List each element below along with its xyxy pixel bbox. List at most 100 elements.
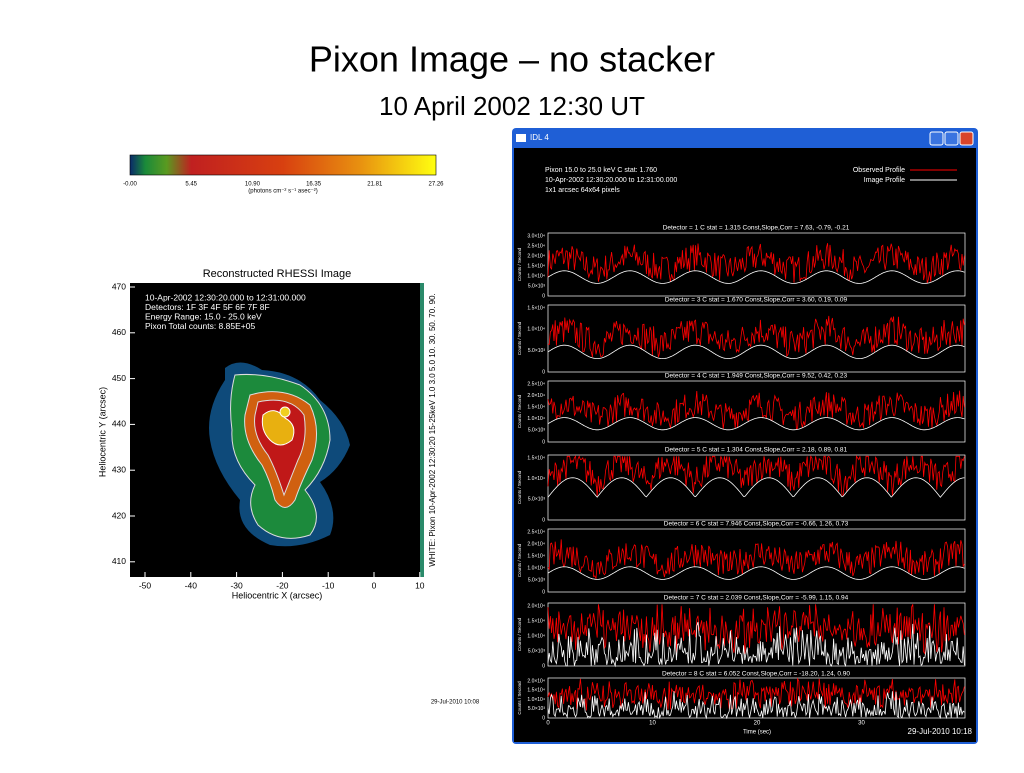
legend-label: Observed Profile [853, 167, 905, 174]
panel-frame [547, 602, 966, 667]
observed-profile [547, 390, 965, 431]
x-tick-label: -40 [185, 580, 198, 590]
idl-x-tick-label: 30 [858, 721, 865, 727]
y-tick-label: 420 [112, 510, 126, 520]
panel-y-tick-label: 1.0×10⁴ [527, 697, 545, 703]
image-info-line: Detectors: 1F 3F 4F 5F 6F 7F 8F [145, 302, 270, 312]
panel-label: Detector = 6 C stat = 7.946 Const,Slope,… [664, 521, 849, 528]
idl-x-tick-label: 20 [754, 721, 761, 727]
colorbar-tick-label: 10.90 [245, 182, 261, 188]
panel-y-tick-label: 0 [542, 715, 545, 721]
image-info-line: Energy Range: 15.0 - 25.0 keV [145, 311, 262, 321]
x-tick-label: 10 [415, 580, 425, 590]
panel-y-tick-label: 1.5×10⁴ [527, 405, 545, 411]
panel-label: Detector = 7 C stat = 2.039 Const,Slope,… [664, 595, 849, 602]
panel-y-label: Counts / Second [517, 247, 522, 281]
panel-frame [547, 232, 966, 297]
panel-y-tick-label: 2.5×10⁴ [527, 529, 545, 535]
y-tick-label: 410 [112, 556, 126, 566]
panel-y-tick-label: 5.0×10³ [528, 428, 545, 434]
maximize-button[interactable] [944, 131, 959, 146]
panel-label: Detector = 1 C stat = 1.315 Const,Slope,… [663, 225, 850, 232]
legend-label: Image Profile [864, 177, 905, 184]
window-title: IDL 4 [530, 133, 549, 142]
close-button[interactable] [959, 131, 974, 146]
panel-y-label: Counts / Second [517, 321, 522, 355]
panel-y-tick-label: 1.5×10⁴ [527, 455, 545, 461]
x-tick-label: -10 [322, 580, 335, 590]
panel-y-tick-label: 1.5×10⁴ [527, 263, 545, 269]
colorbar-tick-label: 5.45 [185, 182, 197, 188]
panel-y-tick-label: 5.0×10³ [528, 648, 545, 654]
panel-frame [547, 304, 966, 373]
image-profile [547, 566, 965, 580]
minimize-button[interactable] [929, 131, 944, 146]
y-tick-label: 460 [112, 327, 126, 337]
image-profile [547, 691, 965, 720]
panel-y-tick-label: 1.0×10⁴ [527, 633, 545, 639]
panel-y-tick-label: 1.5×10⁴ [527, 553, 545, 559]
panel-y-tick-label: 1.5×10⁴ [527, 688, 545, 694]
panel-y-tick-label: 0 [542, 663, 545, 669]
idl-x-tick-label: 10 [649, 721, 656, 727]
image-profile [547, 270, 965, 284]
panel-y-label: Counts / Second [517, 543, 522, 577]
image-side-strip [420, 283, 424, 577]
x-tick-label: 0 [372, 580, 377, 590]
panel-y-label: Counts / Second [517, 394, 522, 428]
panel-y-tick-label: 5.0×10³ [528, 283, 545, 289]
panel-y-label: Counts / Second [517, 681, 522, 715]
y-tick-label: 450 [112, 373, 126, 383]
panel-y-tick-label: 2.5×10⁴ [527, 243, 545, 249]
panel-y-tick-label: 5.0×10³ [528, 577, 545, 583]
colorbar-tick-label: 16.35 [306, 182, 322, 188]
image-profile [547, 417, 965, 431]
colorbar-tick-label: 21.81 [367, 182, 383, 188]
y-tick-label: 440 [112, 419, 126, 429]
idl-header-line: Pixon 15.0 to 25.0 keV C stat: 1.760 [545, 167, 657, 174]
idl-header-line: 10-Apr-2002 12:30:20.000 to 12:31:00.000 [545, 177, 677, 184]
panel-y-tick-label: 2.0×10⁴ [527, 393, 545, 399]
observed-profile [547, 677, 965, 711]
panel-y-tick-label: 2.0×10⁴ [527, 603, 545, 609]
panel-y-tick-label: 0 [542, 293, 545, 299]
y-tick-label: 430 [112, 464, 126, 474]
panel-y-tick-label: 0 [542, 439, 545, 445]
image-profile [547, 477, 965, 498]
x-tick-label: -30 [230, 580, 243, 590]
panel-y-tick-label: 1.0×10⁴ [527, 565, 545, 571]
panel-y-tick-label: 1.0×10⁴ [527, 476, 545, 482]
idl-header-line: 1x1 arcsec 64x64 pixels [545, 187, 620, 194]
panel-y-tick-label: 3.0×10⁴ [527, 233, 545, 239]
panel-label: Detector = 3 C stat = 1.670 Const,Slope,… [665, 297, 848, 304]
panel-y-label: Counts / Second [517, 617, 522, 651]
slide-title: Pixon Image – no stacker [309, 39, 715, 80]
y-axis-label: Heliocentric Y (arcsec) [97, 387, 107, 477]
image-profile [547, 621, 965, 668]
x-tick-label: -20 [276, 580, 289, 590]
panel-frame [547, 677, 966, 719]
observed-profile [547, 539, 965, 580]
y-tick-label: 470 [112, 281, 126, 291]
panel-y-tick-label: 2.0×10⁴ [527, 541, 545, 547]
panel-y-tick-label: 1.0×10⁴ [527, 327, 545, 333]
panel-y-tick-label: 1.5×10⁴ [527, 618, 545, 624]
panel-y-tick-label: 5.0×10³ [528, 497, 545, 503]
panel-y-tick-label: 5.0×10³ [528, 348, 545, 354]
panel-label: Detector = 4 C stat = 1.949 Const,Slope,… [665, 373, 848, 380]
image-profile [547, 344, 965, 359]
idl-timestamp: 29-Jul-2010 10:18 [908, 727, 973, 736]
observed-profile [547, 243, 965, 284]
x-axis-label: Heliocentric X (arcsec) [232, 590, 323, 600]
panel-y-tick-label: 1.0×10⁴ [527, 273, 545, 279]
panel-label: Detector = 8 C stat = 6.052 Const,Slope,… [662, 671, 850, 678]
colorbar [129, 154, 437, 176]
colorbar-unit: (photons cm⁻² s⁻¹ asec⁻²) [248, 189, 318, 195]
image-title: Reconstructed RHESSI Image [203, 268, 352, 280]
panel-y-tick-label: 0 [542, 589, 545, 595]
image-info-line: 10-Apr-2002 12:30:20.000 to 12:31:00.000 [145, 292, 306, 302]
panel-y-tick-label: 2.0×10⁴ [527, 253, 545, 259]
observed-profile [547, 604, 965, 655]
panel-y-tick-label: 2.0×10⁴ [527, 678, 545, 684]
